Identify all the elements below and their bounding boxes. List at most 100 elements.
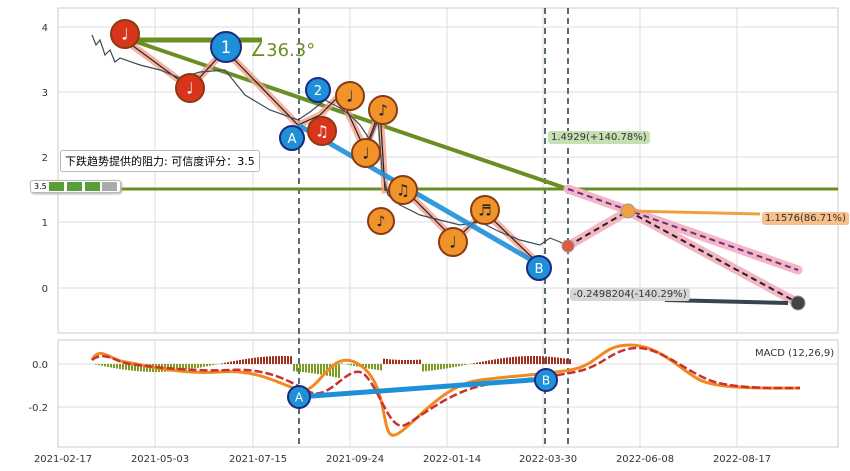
histogram-bar <box>185 364 187 370</box>
histogram-bar <box>365 364 367 369</box>
histogram-bar <box>506 357 508 364</box>
histogram-bar <box>320 364 322 375</box>
macd-y-tick-label: -0.2 <box>28 403 48 414</box>
histogram-bar <box>440 364 442 370</box>
histogram-bar <box>257 357 259 364</box>
histogram-bar <box>266 356 268 364</box>
histogram-bar <box>248 358 250 364</box>
histogram-bar <box>278 356 280 364</box>
histogram-bar <box>461 364 463 366</box>
histogram-bar <box>377 364 379 370</box>
x-tick-label: 2022-08-17 <box>713 454 771 465</box>
histogram-bar <box>371 364 373 370</box>
angle-label: ∠36.3° <box>250 40 315 61</box>
x-tick-label: 2021-02-17 <box>34 454 92 465</box>
histogram-bar <box>239 359 241 364</box>
histogram-bar <box>497 358 499 364</box>
macd-ab-line <box>297 376 546 400</box>
target-low-label: -0.2498204(-140.29%) <box>570 288 690 301</box>
histogram-bar <box>560 357 562 364</box>
histogram-bar <box>146 364 148 372</box>
note-marker: ♬ <box>470 195 500 225</box>
signal-line <box>91 346 801 427</box>
histogram-bar <box>230 361 232 364</box>
histogram-bar <box>482 361 484 364</box>
histogram-bar <box>191 364 193 369</box>
histogram-bar <box>413 359 415 364</box>
y-tick-label: 1 <box>42 218 48 229</box>
histogram-bar <box>260 357 262 364</box>
histogram-bar <box>350 364 352 366</box>
histogram-bar <box>131 364 133 371</box>
histogram-bar <box>95 364 97 365</box>
histogram-bar <box>209 364 211 366</box>
histogram-bar <box>503 357 505 364</box>
x-tick-label: 2022-06-08 <box>616 454 674 465</box>
macd-marker-b-text: B <box>542 373 550 387</box>
y-tick-label: 2 <box>42 153 48 164</box>
histogram-bar <box>464 364 466 365</box>
histogram-bar <box>446 364 448 369</box>
histogram-bar <box>134 364 136 371</box>
histogram-bar <box>356 364 358 367</box>
arrow-mid <box>631 209 761 216</box>
histogram-bar <box>437 364 439 370</box>
histogram-bar <box>194 364 196 369</box>
note-marker: ♩ <box>351 138 381 168</box>
marker-b: B <box>526 255 552 281</box>
ab-line <box>296 122 542 268</box>
histogram-bar <box>452 364 454 368</box>
note-marker: ♪ <box>368 95 398 125</box>
histogram-bar <box>206 364 208 367</box>
note-marker-text: ♬ <box>478 202 492 220</box>
target-high-label: 1.4929(+140.78%) <box>548 131 650 144</box>
histogram-bar <box>389 359 391 364</box>
histogram-bar <box>515 356 517 364</box>
histogram-bar <box>332 364 334 377</box>
note-marker-text: ♩ <box>186 80 193 98</box>
resistance-note: 下跌趋势提供的阻力: 可信度评分：3.5 <box>60 150 260 172</box>
histogram-bar <box>113 364 115 369</box>
histogram-bar <box>200 364 202 368</box>
note-marker: ♪ <box>367 207 395 235</box>
marker-b-text: B <box>534 262 543 277</box>
x-tick-label: 2021-05-03 <box>131 454 189 465</box>
histogram-bar <box>407 359 409 364</box>
histogram-bar <box>269 356 271 364</box>
histogram-bar <box>299 364 301 372</box>
note-marker-text: ♫ <box>396 182 410 200</box>
histogram-bar <box>242 359 244 364</box>
histogram-bar <box>479 362 481 364</box>
histogram-bar <box>488 360 490 364</box>
histogram-bar <box>548 356 550 364</box>
projection-lines <box>567 210 799 304</box>
price-line <box>91 34 569 247</box>
histogram-bar <box>458 364 460 367</box>
histogram-bar <box>311 364 313 374</box>
note-marker-text: ♩ <box>121 26 128 44</box>
note-marker: ♩ <box>175 73 205 103</box>
histogram-bar <box>512 356 514 364</box>
histogram-bar <box>476 362 478 364</box>
histogram-bar <box>254 357 256 364</box>
histogram-bar <box>182 364 184 371</box>
note-marker: ♩ <box>110 19 140 49</box>
macd-marker-b: B <box>534 368 558 392</box>
histogram-bar <box>428 364 430 371</box>
histogram-bar <box>317 364 319 375</box>
histogram-bar <box>188 364 190 370</box>
histogram-bar <box>554 357 556 364</box>
main-panel <box>57 7 839 334</box>
histogram-bar <box>119 364 121 369</box>
macd-panel <box>57 339 839 448</box>
note-marker-text: ♩ <box>346 88 353 106</box>
marker-a: A <box>279 125 305 151</box>
histogram-bar <box>245 358 247 364</box>
histogram-bar <box>473 363 475 364</box>
histogram-bar <box>308 364 310 373</box>
note-marker: ♫ <box>388 175 418 205</box>
histogram-bar <box>401 359 403 364</box>
histogram-bar <box>422 364 424 372</box>
macd-marker-a: A <box>287 385 311 409</box>
